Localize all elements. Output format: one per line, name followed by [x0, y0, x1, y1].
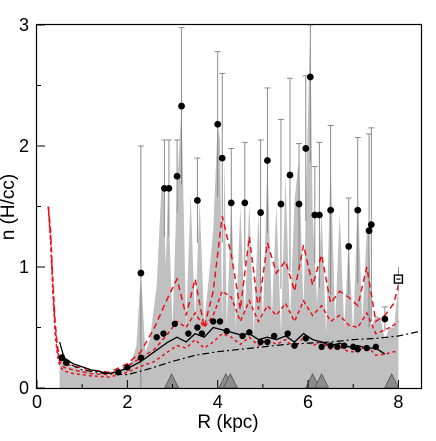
plot-area — [47, 24, 422, 389]
data-point — [62, 359, 70, 366]
lower-data-point — [223, 327, 230, 335]
data-point — [295, 200, 303, 208]
lower-data-point — [354, 346, 361, 353]
axes-ticks: 0 2 4 6 8 0 1 2 3 — [19, 15, 403, 412]
lower-data-point — [124, 364, 131, 371]
lower-data-point — [246, 329, 253, 336]
lower-data-point — [302, 335, 309, 342]
lower-data-point — [372, 343, 380, 351]
lower-data-point — [327, 342, 334, 349]
black-dashdot-curve — [61, 330, 422, 376]
red-dashed-curve — [47, 206, 399, 378]
y-tick-label: 0 — [19, 378, 29, 398]
lower-data-point — [264, 338, 271, 346]
y-tick-label: 2 — [19, 136, 29, 156]
lower-data-point — [198, 330, 206, 337]
lower-data-point — [137, 354, 145, 361]
lower-data-point — [171, 320, 178, 328]
data-point — [165, 184, 173, 192]
lower-data-point — [291, 342, 298, 349]
data-point — [58, 354, 66, 362]
lower-data-point — [341, 342, 348, 349]
data-point — [277, 200, 285, 208]
lower-data-point — [115, 369, 122, 376]
plot-frame — [35, 23, 423, 390]
y-tick-label: 1 — [19, 257, 29, 277]
x-tick-label: 8 — [393, 392, 403, 412]
data-point — [367, 221, 375, 229]
data-point — [315, 211, 323, 219]
lower-data-point — [216, 318, 224, 325]
y-axis-label: n (H/cc) — [0, 174, 19, 241]
lower-data-point — [153, 333, 160, 341]
y-tick-label: 3 — [19, 15, 29, 35]
data-point — [214, 120, 222, 128]
x-axis-label: R (kpc) — [197, 412, 258, 433]
data-point — [286, 171, 294, 179]
lower-data-point — [209, 318, 217, 325]
data-point — [178, 102, 185, 110]
data-point — [218, 154, 226, 162]
lower-data-point — [270, 332, 278, 340]
lower-data-point — [257, 338, 264, 346]
lower-data-point — [185, 330, 192, 337]
shaded-envelope — [59, 25, 399, 388]
lower-data-point — [239, 332, 246, 340]
lower-data-point — [334, 343, 341, 351]
lower-data-point — [318, 343, 325, 351]
data-point — [302, 145, 310, 152]
lower-data-point — [160, 330, 167, 337]
data-point — [173, 172, 181, 180]
data-point — [227, 199, 235, 207]
data-point — [257, 209, 265, 216]
data-point — [345, 243, 353, 250]
lower-data-point — [363, 344, 370, 352]
x-tick-label: 6 — [303, 392, 313, 412]
data-point — [264, 157, 271, 164]
data-point — [327, 206, 335, 214]
data-point — [241, 199, 249, 207]
x-tick-label: 0 — [32, 392, 42, 412]
lower-data-point — [284, 330, 291, 337]
data-point — [365, 227, 373, 235]
lower-data-point — [194, 324, 201, 331]
red-dashed-curve — [47, 206, 399, 376]
data-point — [354, 206, 362, 214]
data-point — [137, 269, 145, 277]
x-tick-label: 2 — [122, 392, 132, 412]
data-point — [193, 197, 201, 204]
data-point — [381, 315, 389, 323]
data-point — [306, 73, 314, 81]
x-tick-label: 4 — [213, 392, 223, 412]
